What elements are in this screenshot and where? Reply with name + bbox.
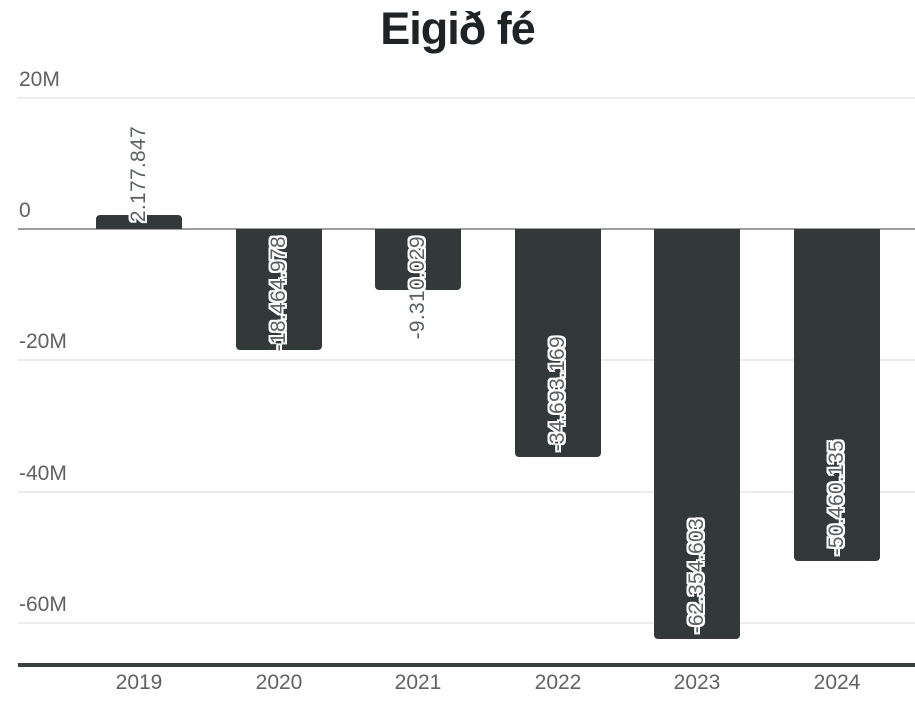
bar-value-label: -18.464.978 xyxy=(267,236,290,352)
bar-2024 xyxy=(794,229,880,561)
bar-2019 xyxy=(96,215,182,229)
chart-title: Eigið fé xyxy=(380,3,536,54)
bar-value-label: -9.310.029 xyxy=(406,236,429,340)
x-axis-line xyxy=(18,663,915,667)
bar-value-label: -62.354.603 xyxy=(685,518,708,634)
y-tick-label: -40M xyxy=(19,462,67,485)
bar-value-label: 2.177.847 xyxy=(127,126,150,223)
bar-2023 xyxy=(654,229,740,639)
gridline xyxy=(18,359,915,361)
x-tick-label: 2021 xyxy=(394,671,442,694)
y-tick-label: 20M xyxy=(19,68,60,91)
bar-value-label: -50.460.135 xyxy=(825,440,848,556)
gridline xyxy=(18,622,915,624)
gridline xyxy=(18,97,915,99)
x-tick-label: 2019 xyxy=(115,671,163,694)
bar-2022 xyxy=(515,229,601,457)
zero-gridline xyxy=(18,228,915,230)
y-tick-label: 0 xyxy=(19,199,31,222)
x-tick-label: 2024 xyxy=(813,671,861,694)
x-tick-label: 2023 xyxy=(673,671,721,694)
gridline xyxy=(18,491,915,493)
x-tick-label: 2020 xyxy=(255,671,303,694)
y-tick-label: -20M xyxy=(19,330,67,353)
bar-2021 xyxy=(375,229,461,290)
bar-value-label: -34.693.169 xyxy=(546,336,569,452)
x-tick-label: 2022 xyxy=(534,671,582,694)
y-tick-label: -60M xyxy=(19,593,67,616)
bar-2020 xyxy=(236,229,322,350)
